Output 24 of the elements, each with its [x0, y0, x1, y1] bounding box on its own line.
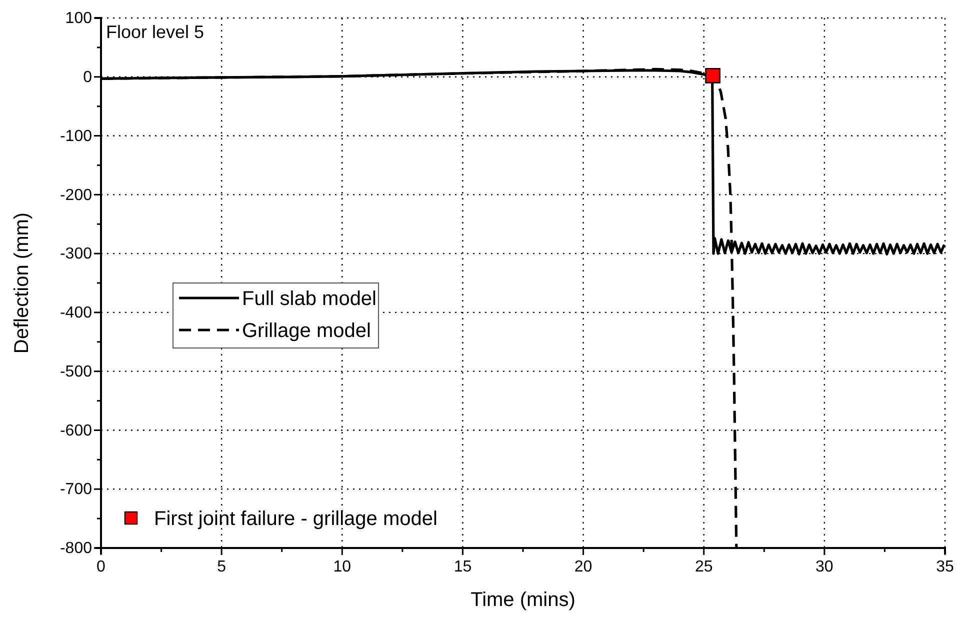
x-tick-label: 5: [217, 558, 226, 576]
y-tick-label: 0: [83, 69, 92, 86]
x-tick-label: 0: [96, 558, 106, 576]
y-tick-label: -300: [60, 246, 92, 263]
x-tick-label: 10: [333, 558, 352, 576]
x-tick-label: 20: [574, 558, 592, 576]
legend-label: Full slab model: [242, 288, 377, 310]
y-tick-label: -400: [60, 304, 92, 322]
y-axis-title: Deflection (mm): [11, 212, 33, 354]
legend-label: Grillage model: [242, 320, 371, 342]
annotation: Floor level 5: [106, 22, 204, 42]
x-tick-label: 30: [816, 558, 834, 576]
y-tick-label: 100: [65, 10, 92, 28]
y-tick-label: -800: [60, 540, 92, 558]
y-tick-label: -100: [60, 128, 92, 145]
x-tick-label: 15: [454, 558, 472, 576]
legend-label: First joint failure - grillage model: [154, 508, 438, 530]
y-tick-label: -200: [60, 186, 92, 204]
x-tick-label: 35: [936, 558, 954, 576]
y-tick-label: -600: [60, 422, 92, 440]
x-tick-label: 25: [694, 558, 713, 576]
y-tick-label: -500: [60, 363, 92, 380]
x-axis-title: Time (mins): [470, 589, 576, 611]
y-tick-label: -700: [60, 481, 92, 498]
